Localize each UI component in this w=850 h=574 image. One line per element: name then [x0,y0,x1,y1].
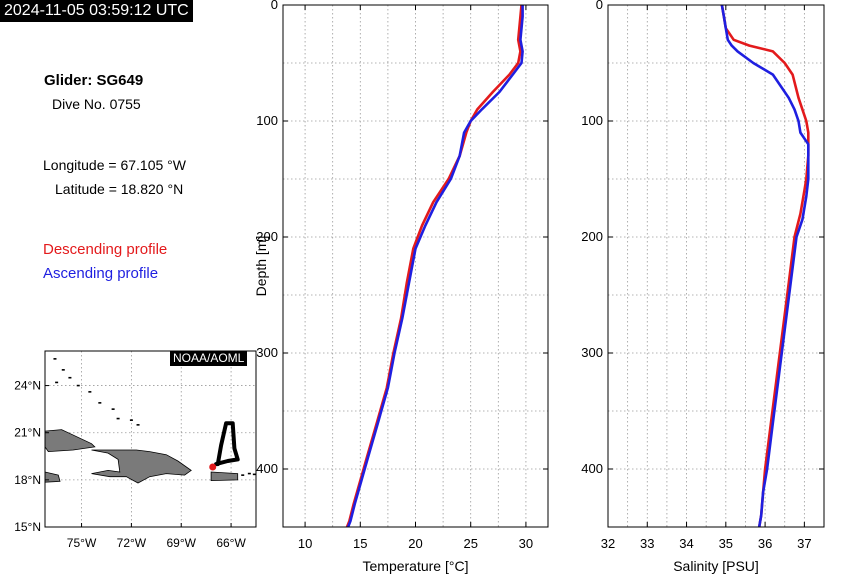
map-frame [44,350,257,528]
map-lon-label: 69°W [166,536,196,550]
map-lat-label: 21°N [14,426,41,440]
ascending-legend: Ascending profile [43,265,159,282]
islet [111,408,115,410]
y-tick-label: 100 [581,113,603,128]
x-tick-label: 15 [353,536,367,551]
y-tick-label: 0 [271,0,278,12]
x-tick-label: 30 [519,536,533,551]
map-lat-label: 15°N [14,520,41,534]
y-tick-label: 300 [256,345,278,360]
map-lon-label: 66°W [216,536,246,550]
islet [129,419,133,421]
x-tick-label: 33 [640,536,654,551]
plot-2-frame [607,4,825,528]
islet [53,358,57,360]
x-tick-label: 20 [408,536,422,551]
islet [98,402,102,404]
ascending-profile-line-2 [720,4,810,528]
x-axis-label: Temperature [°C] [363,558,469,574]
map-credit: NOAA/AOML [170,351,248,366]
longitude-readout: Longitude = 67.105 °W [43,157,186,173]
glider-track [214,421,240,467]
x-tick-label: 34 [679,536,693,551]
x-tick-label: 32 [601,536,615,551]
y-tick-label: 200 [581,229,603,244]
land-hispaniola [91,449,192,484]
y-tick-label: 400 [581,461,603,476]
y-tick-label: 300 [581,345,603,360]
y-tick-label: 0 [596,0,603,12]
y-axis-label: Depth [m] [253,236,269,297]
x-tick-label: 36 [758,536,772,551]
x-tick-label: 35 [719,536,733,551]
ascending-profile-line-1 [346,5,524,528]
islet [136,424,140,426]
islet [252,473,256,476]
islet [61,369,65,371]
islet [68,376,72,379]
islet [55,381,59,384]
map-lon-label: 72°W [117,536,147,550]
islet [76,384,80,387]
map-lat-label: 24°N [14,379,41,393]
x-tick-label: 10 [298,536,312,551]
land-cuba [44,429,96,453]
y-tick-label: 400 [256,461,278,476]
latitude-readout: Latitude = 18.820 °N [55,181,184,197]
islet [88,391,92,393]
glider-name: Glider: SG649 [44,72,144,89]
y-tick-label: 100 [256,113,278,128]
plot-1-grid [283,4,548,528]
islet [247,472,251,475]
land-puerto-rico [210,471,239,482]
islet [241,474,245,476]
glider-position-marker [209,463,217,471]
islet [116,417,120,420]
descending-profile-line-1 [345,4,523,528]
descending-legend: Descending profile [43,241,168,258]
map-lon-label: 75°W [67,536,97,550]
x-tick-label: 25 [463,536,477,551]
x-tick-label: 37 [797,536,811,551]
y-tick-label: 200 [256,229,278,244]
x-axis-label: Salinity [PSU] [673,558,759,574]
dive-number: Dive No. 0755 [52,96,141,112]
plot-1-frame [282,4,549,528]
timestamp: 2024-11-05 03:59:12 UTC [0,0,193,22]
map-lat-label: 18°N [14,473,41,487]
